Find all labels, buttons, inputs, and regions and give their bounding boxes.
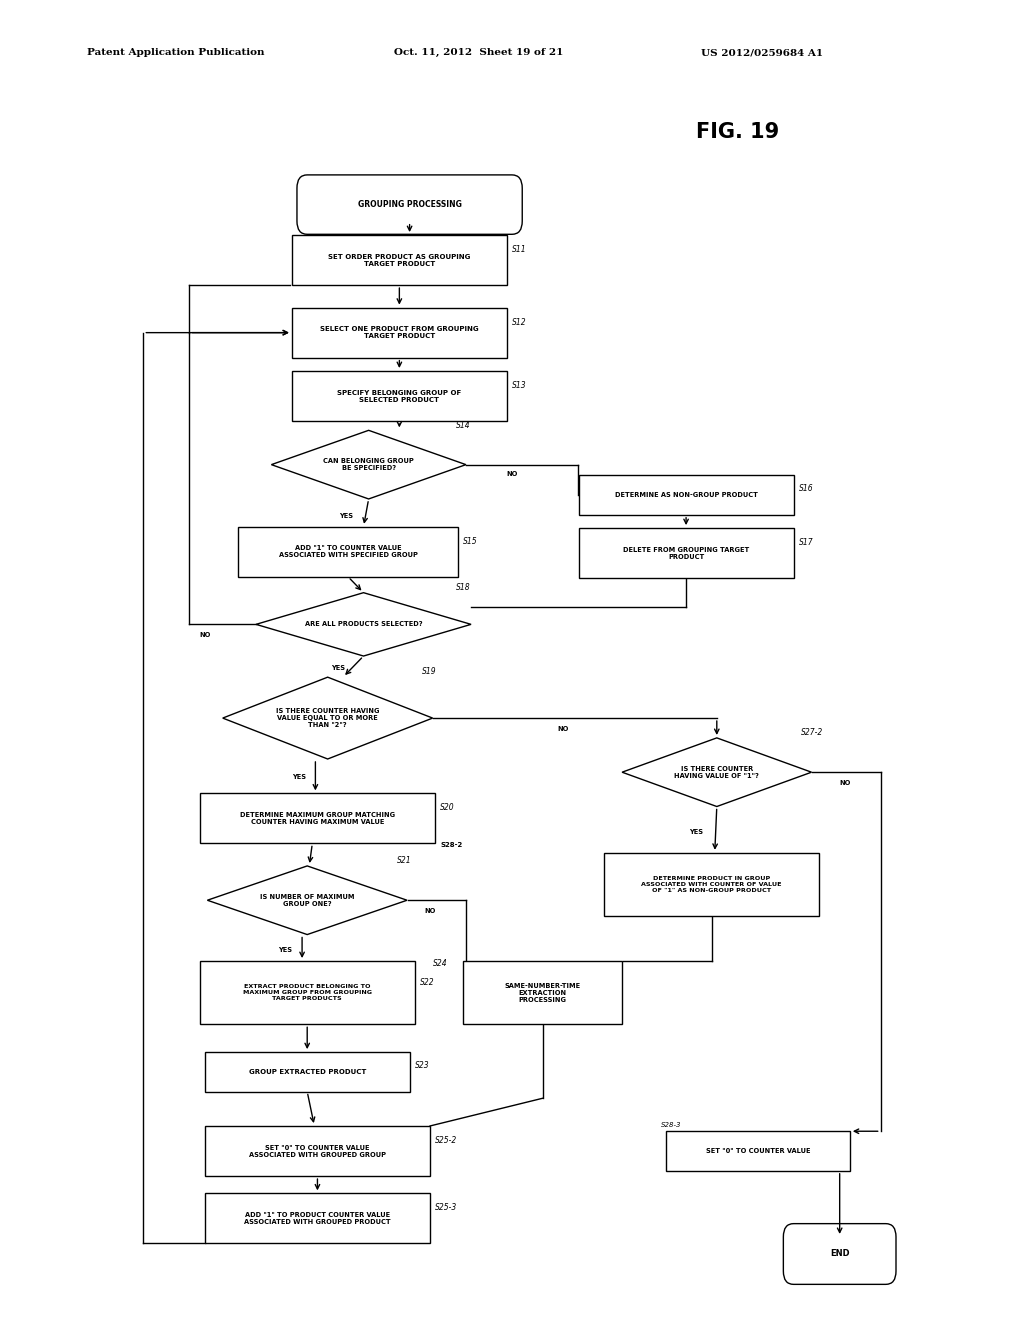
FancyBboxPatch shape <box>579 528 794 578</box>
Text: YES: YES <box>292 775 306 780</box>
Text: DETERMINE PRODUCT IN GROUP
ASSOCIATED WITH COUNTER OF VALUE
OF "1" AS NON-GROUP : DETERMINE PRODUCT IN GROUP ASSOCIATED WI… <box>641 876 782 892</box>
Text: DELETE FROM GROUPING TARGET
PRODUCT: DELETE FROM GROUPING TARGET PRODUCT <box>623 546 750 560</box>
Text: SET "0" TO COUNTER VALUE
ASSOCIATED WITH GROUPED GROUP: SET "0" TO COUNTER VALUE ASSOCIATED WITH… <box>249 1144 386 1158</box>
Polygon shape <box>622 738 811 807</box>
Text: YES: YES <box>339 513 353 519</box>
Text: Patent Application Publication: Patent Application Publication <box>87 49 264 57</box>
Text: IS THERE COUNTER HAVING
VALUE EQUAL TO OR MORE
THAN "2"?: IS THERE COUNTER HAVING VALUE EQUAL TO O… <box>275 708 380 729</box>
Text: IS NUMBER OF MAXIMUM
GROUP ONE?: IS NUMBER OF MAXIMUM GROUP ONE? <box>260 894 354 907</box>
Text: EXTRACT PRODUCT BELONGING TO
MAXIMUM GROUP FROM GROUPING
TARGET PRODUCTS: EXTRACT PRODUCT BELONGING TO MAXIMUM GRO… <box>243 985 372 1001</box>
FancyBboxPatch shape <box>783 1224 896 1284</box>
Text: S13: S13 <box>512 381 526 389</box>
Text: DETERMINE AS NON-GROUP PRODUCT: DETERMINE AS NON-GROUP PRODUCT <box>614 492 758 498</box>
FancyBboxPatch shape <box>200 793 435 843</box>
Text: GROUPING PROCESSING: GROUPING PROCESSING <box>357 201 462 209</box>
Text: S20: S20 <box>440 804 455 812</box>
Text: S25-2: S25-2 <box>435 1137 458 1144</box>
Text: YES: YES <box>278 948 292 953</box>
Text: DETERMINE MAXIMUM GROUP MATCHING
COUNTER HAVING MAXIMUM VALUE: DETERMINE MAXIMUM GROUP MATCHING COUNTER… <box>240 812 395 825</box>
Text: S22: S22 <box>420 978 434 986</box>
Polygon shape <box>223 677 432 759</box>
Text: S25-3: S25-3 <box>435 1204 458 1212</box>
FancyBboxPatch shape <box>292 308 507 358</box>
Polygon shape <box>256 593 471 656</box>
Text: NO: NO <box>424 908 436 913</box>
Text: S16: S16 <box>799 484 813 492</box>
FancyBboxPatch shape <box>205 1126 430 1176</box>
FancyBboxPatch shape <box>292 235 507 285</box>
Text: NO: NO <box>557 726 569 731</box>
Text: FIG. 19: FIG. 19 <box>695 121 779 143</box>
Text: SAME-NUMBER-TIME
EXTRACTION
PROCESSING: SAME-NUMBER-TIME EXTRACTION PROCESSING <box>505 982 581 1003</box>
Text: S27-2: S27-2 <box>801 729 823 737</box>
Text: US 2012/0259684 A1: US 2012/0259684 A1 <box>701 49 823 57</box>
Polygon shape <box>271 430 466 499</box>
FancyBboxPatch shape <box>205 1052 410 1092</box>
Text: YES: YES <box>331 665 345 671</box>
FancyBboxPatch shape <box>292 371 507 421</box>
Text: ARE ALL PRODUCTS SELECTED?: ARE ALL PRODUCTS SELECTED? <box>305 622 422 627</box>
FancyBboxPatch shape <box>239 527 459 577</box>
FancyBboxPatch shape <box>297 174 522 235</box>
Text: NO: NO <box>506 471 518 477</box>
Text: SET "0" TO COUNTER VALUE: SET "0" TO COUNTER VALUE <box>706 1148 810 1154</box>
Text: S23: S23 <box>415 1061 429 1069</box>
Text: SELECT ONE PRODUCT FROM GROUPING
TARGET PRODUCT: SELECT ONE PRODUCT FROM GROUPING TARGET … <box>321 326 478 339</box>
Text: NO: NO <box>839 780 851 785</box>
Text: END: END <box>829 1250 850 1258</box>
Text: ADD "1" TO COUNTER VALUE
ASSOCIATED WITH SPECIFIED GROUP: ADD "1" TO COUNTER VALUE ASSOCIATED WITH… <box>279 545 418 558</box>
Text: SPECIFY BELONGING GROUP OF
SELECTED PRODUCT: SPECIFY BELONGING GROUP OF SELECTED PROD… <box>337 389 462 403</box>
FancyBboxPatch shape <box>200 961 415 1024</box>
Text: S28-2: S28-2 <box>440 842 463 847</box>
Text: S18: S18 <box>456 583 470 591</box>
FancyBboxPatch shape <box>579 475 794 515</box>
FancyBboxPatch shape <box>205 1193 430 1243</box>
Text: S17: S17 <box>799 539 813 546</box>
Text: SET ORDER PRODUCT AS GROUPING
TARGET PRODUCT: SET ORDER PRODUCT AS GROUPING TARGET PRO… <box>328 253 471 267</box>
Text: CAN BELONGING GROUP
BE SPECIFIED?: CAN BELONGING GROUP BE SPECIFIED? <box>324 458 414 471</box>
Text: GROUP EXTRACTED PRODUCT: GROUP EXTRACTED PRODUCT <box>249 1069 366 1074</box>
Text: S11: S11 <box>512 246 526 253</box>
FancyBboxPatch shape <box>604 853 819 916</box>
Text: S19: S19 <box>422 668 437 676</box>
Text: Oct. 11, 2012  Sheet 19 of 21: Oct. 11, 2012 Sheet 19 of 21 <box>394 49 563 57</box>
Text: IS THERE COUNTER
HAVING VALUE OF "1"?: IS THERE COUNTER HAVING VALUE OF "1"? <box>675 766 759 779</box>
Text: NO: NO <box>199 632 211 638</box>
FancyBboxPatch shape <box>463 961 623 1024</box>
Text: S12: S12 <box>512 318 526 326</box>
Text: ADD "1" TO PRODUCT COUNTER VALUE
ASSOCIATED WITH GROUPED PRODUCT: ADD "1" TO PRODUCT COUNTER VALUE ASSOCIA… <box>244 1212 391 1225</box>
Text: YES: YES <box>689 829 703 834</box>
Text: S15: S15 <box>463 537 478 545</box>
Text: S21: S21 <box>396 857 412 865</box>
Polygon shape <box>207 866 407 935</box>
Text: S14: S14 <box>456 421 470 429</box>
FancyBboxPatch shape <box>666 1131 850 1171</box>
Text: S24: S24 <box>432 960 447 968</box>
Text: S28-3: S28-3 <box>660 1122 681 1127</box>
